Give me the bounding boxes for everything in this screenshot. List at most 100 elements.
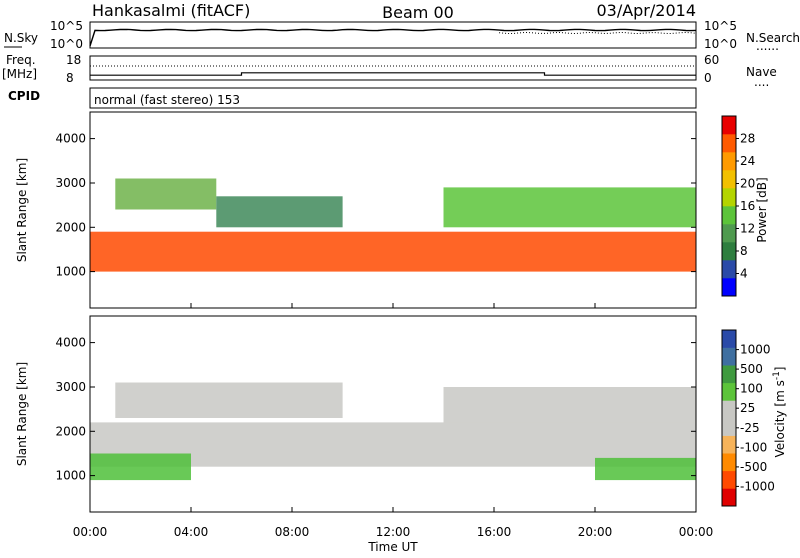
velocity-colorbar-segment-1 [722, 470, 736, 489]
velocity-band-4 [443, 387, 696, 423]
power-ytick-label-0: 4000 [55, 132, 86, 146]
velocity-colorbar-segment-2 [722, 453, 736, 472]
noise-left-tick-bottom: 10^0 [50, 37, 83, 51]
velocity-colorbar-tick-label-0: 1000 [740, 343, 771, 357]
velocity-colorbar-segment-5 [722, 400, 736, 419]
power-band-3 [443, 187, 696, 228]
power-ytick-label-3: 1000 [55, 265, 86, 279]
velocity-band-3 [115, 382, 343, 418]
power-colorbar-tick-label-3: 16 [740, 199, 755, 213]
velocity-data-area [90, 382, 696, 481]
freq-nave-panel: Freq. [MHz] 18 8 60 0 Nave .... [2, 53, 777, 89]
power-colorbar-segment-7 [722, 152, 736, 171]
nave-right-tick-top: 60 [704, 53, 719, 67]
x-tick-label-3: 12:00 [376, 525, 411, 539]
power-band-2 [216, 196, 343, 228]
velocity-colorbar-tick-label-4: -25 [740, 421, 760, 435]
time-x-ticks: 00:00 04:00 08:00 12:00 16:00 20:00 00:00 [73, 303, 714, 539]
beam-label: Beam 00 [382, 3, 454, 22]
power-colorbar-segment-4 [722, 206, 736, 225]
velocity-ytick-label-3: 1000 [55, 469, 86, 483]
velocity-colorbar-label-exponent: -1 [772, 371, 782, 380]
nave-legend-dots: .... [754, 75, 769, 89]
noise-panel: N.Sky 10^5 10^0 10^5 10^0 N.Search .....… [4, 19, 800, 53]
power-colorbar: Power [dB] 28 24 20 16 12 8 4 [721, 115, 769, 297]
power-colorbar-segment-5 [722, 188, 736, 207]
cpid-text: normal (fast stereo) 153 [94, 93, 240, 107]
power-data-area [90, 178, 696, 272]
velocity-colorbar-tick-label-6: -500 [740, 460, 767, 474]
velocity-y-ticks: 4000 3000 2000 1000 [55, 336, 696, 483]
power-colorbar-label: Power [dB] [755, 177, 769, 242]
x-tick-label-5: 20:00 [578, 525, 613, 539]
velocity-band-2 [595, 457, 696, 481]
freq-left-tick-top: 18 [66, 53, 81, 67]
velocity-colorbar-label: Velocity [m s-1] [772, 367, 787, 458]
power-colorbar-tick-label-5: 8 [740, 244, 748, 258]
power-y-ticks: 4000 3000 2000 1000 [55, 132, 696, 279]
x-tick-label-6: 00:00 [679, 525, 714, 539]
velocity-colorbar-frame [721, 329, 737, 507]
velocity-colorbar-tick-label-7: -1000 [740, 479, 775, 493]
velocity-colorbar-segment-0 [722, 488, 736, 507]
freq-unit-label: [MHz] [2, 67, 37, 81]
freq-series-line [90, 72, 696, 76]
nsearch-label: N.Search [746, 31, 800, 45]
nsky-label: N.Sky [4, 31, 38, 45]
power-band-1 [115, 178, 217, 210]
nsky-series-line [89, 28, 697, 47]
velocity-colorbar-segment-9 [722, 330, 736, 348]
velocity-panel: 4000 3000 2000 1000 Slant Range [km] [15, 315, 697, 513]
cpid-box [89, 87, 697, 109]
x-tick-label-2: 08:00 [275, 525, 310, 539]
nave-label: Nave [746, 65, 777, 79]
noise-right-tick-top: 10^5 [704, 19, 737, 33]
x-axis-label: Time UT [367, 540, 418, 554]
power-ytick-label-1: 3000 [55, 176, 86, 190]
power-colorbar-segment-2 [722, 242, 736, 261]
station-title: Hankasalmi (fitACF) [92, 1, 250, 20]
date-label: 03/Apr/2014 [596, 1, 696, 20]
nsearch-legend-dots: ...... [756, 39, 779, 53]
x-tick-label-4: 16:00 [477, 525, 512, 539]
power-panel: 4000 3000 2000 1000 Slant Range [km] [15, 111, 697, 309]
power-colorbar-segment-9 [722, 116, 736, 135]
velocity-ytick-label-2: 2000 [55, 424, 86, 438]
velocity-colorbar-segment-6 [722, 382, 736, 401]
x-tick-label-0: 00:00 [73, 525, 108, 539]
power-colorbar-segment-1 [722, 260, 736, 279]
nave-right-tick-bottom: 0 [704, 71, 712, 85]
cpid-label: CPID [8, 89, 40, 103]
velocity-colorbar-tick-label-3: 25 [740, 401, 755, 415]
velocity-colorbar-label-suffix: ] [773, 367, 787, 372]
nsearch-series-line [499, 31, 697, 35]
velocity-colorbar-tick-label-2: 100 [740, 382, 763, 396]
freq-label: Freq. [6, 53, 36, 67]
power-colorbar-tick-label-0: 28 [740, 132, 755, 146]
power-colorbar-segment-0 [722, 278, 736, 297]
velocity-colorbar-segment-7 [722, 365, 736, 384]
velocity-colorbar-label-prefix: Velocity [m s [773, 380, 787, 457]
velocity-colorbar-segment-3 [722, 435, 736, 454]
velocity-colorbar-segment-4 [722, 418, 736, 436]
power-colorbar-segment-6 [722, 170, 736, 189]
velocity-ytick-label-1: 3000 [55, 380, 86, 394]
velocity-colorbar: Velocity [m s-1] 1000 500 100 25 -25 -100 -500… [721, 329, 787, 507]
power-colorbar-tick-label-2: 20 [740, 177, 755, 191]
noise-left-tick-top: 10^5 [50, 19, 83, 33]
power-band-0 [90, 231, 696, 272]
freq-left-tick-bottom: 8 [66, 71, 74, 85]
velocity-colorbar-segment-8 [722, 347, 736, 366]
velocity-y-axis-label: Slant Range [km] [15, 362, 29, 466]
power-colorbar-tick-label-6: 4 [740, 267, 748, 281]
power-colorbar-tick-label-4: 12 [740, 222, 755, 236]
power-colorbar-segment-8 [722, 134, 736, 153]
velocity-colorbar-tick-label-5: -100 [740, 440, 767, 454]
velocity-ytick-label-0: 4000 [55, 336, 86, 350]
velocity-colorbar-tick-label-1: 500 [740, 362, 763, 376]
power-colorbar-tick-label-1: 24 [740, 154, 755, 168]
power-y-axis-label: Slant Range [km] [15, 158, 29, 262]
power-ytick-label-2: 2000 [55, 220, 86, 234]
